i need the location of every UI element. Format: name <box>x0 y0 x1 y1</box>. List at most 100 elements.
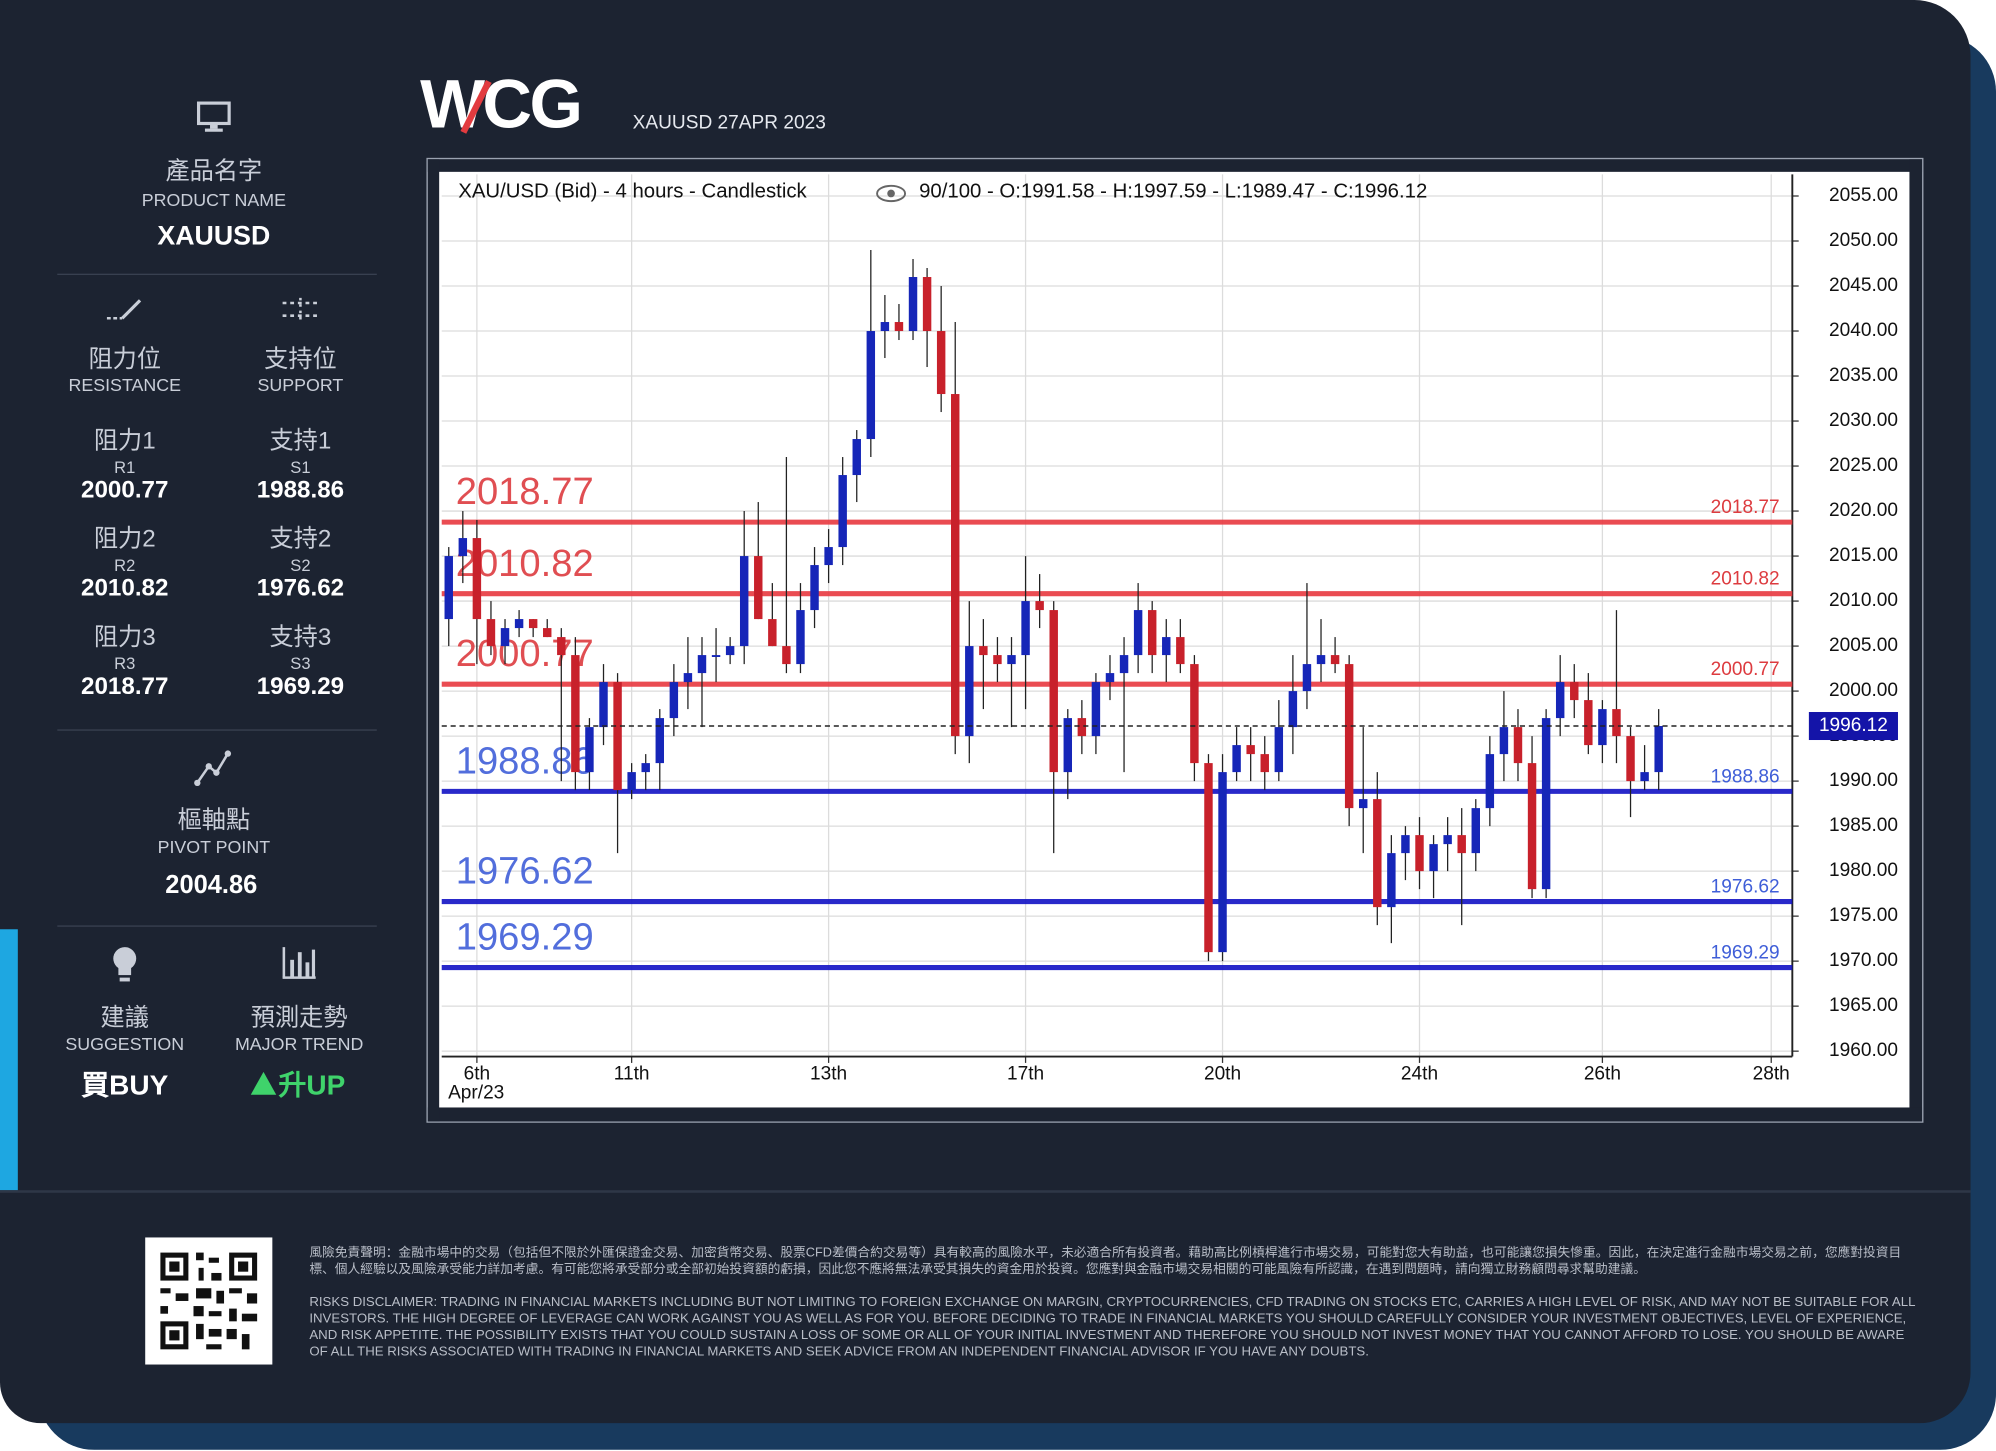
x-tick-label: 24th <box>1401 1063 1438 1084</box>
x-tick-label: 11th <box>614 1063 650 1084</box>
candle-body <box>1190 664 1199 764</box>
candle-body <box>1316 655 1326 665</box>
candle-body <box>1091 682 1101 737</box>
y-tick-label: 1975.00 <box>1829 905 1898 926</box>
candle-body <box>1415 835 1424 872</box>
up-arrow <box>250 1071 277 1095</box>
candle-body <box>683 673 693 683</box>
resistance-icon <box>106 299 142 320</box>
y-tick-label: 2050.00 <box>1829 230 1898 251</box>
logo-slash <box>460 80 492 134</box>
level-label-right: 1988.86 <box>1711 766 1780 787</box>
candle-body <box>711 655 721 657</box>
y-tick-label: 1990.00 <box>1829 770 1898 791</box>
y-tick-label: 1970.00 <box>1829 950 1898 971</box>
label-en: SUGGESTION <box>65 1033 185 1055</box>
candle-body <box>1035 601 1044 611</box>
candle-body <box>1598 709 1607 746</box>
label-zh: 產品名字 <box>165 158 263 186</box>
candle-body <box>627 772 636 791</box>
candle-body <box>965 646 974 737</box>
chart-caption: 90/100 - O:1991.58 - H:1997.59 - L:1989.… <box>919 181 1427 203</box>
candle-body <box>880 322 890 332</box>
label-zh: 支持位 <box>264 346 337 374</box>
bulb-icon <box>113 947 137 982</box>
candle-body <box>599 682 608 728</box>
candle-body <box>739 556 749 647</box>
candle-body <box>514 619 524 629</box>
candle-body <box>908 277 918 332</box>
suggestion-value: 買BUY <box>81 1069 169 1102</box>
y-tick-label: 2035.00 <box>1829 365 1898 386</box>
candle-body <box>1218 772 1227 953</box>
candle-body <box>472 538 482 620</box>
level-code: S2 <box>290 555 311 575</box>
candle-body <box>866 331 876 440</box>
candle-body <box>1162 637 1171 656</box>
candle-body <box>852 439 861 476</box>
divider <box>57 925 377 927</box>
level-label-right: 1976.62 <box>1711 877 1780 898</box>
candle-body <box>444 556 453 620</box>
level-code: S1 <box>290 457 311 477</box>
candle-body <box>500 628 510 647</box>
y-tick-label: 2020.00 <box>1829 500 1898 521</box>
candle-body <box>1021 601 1030 656</box>
candle-body <box>1007 655 1016 665</box>
candle-body <box>1246 745 1255 755</box>
y-tick-label: 2015.00 <box>1829 545 1898 566</box>
x-tick-label: 13th <box>810 1063 847 1084</box>
label-zh: 阻力位 <box>88 346 162 374</box>
candle-body <box>571 655 580 773</box>
candle-body <box>1344 664 1354 809</box>
y-tick-label: 2030.00 <box>1829 410 1898 431</box>
footer-divider <box>0 1190 1971 1193</box>
candle-body <box>1457 835 1466 854</box>
candle-body <box>1302 664 1312 692</box>
logo: WCG <box>420 66 583 143</box>
level-label-left: 1969.29 <box>456 916 594 959</box>
label-en: RESISTANCE <box>68 374 182 395</box>
y-tick-label: 1980.00 <box>1829 860 1898 881</box>
level-zh: 阻力3 <box>93 624 156 652</box>
candle-body <box>1260 754 1269 773</box>
y-tick-label: 2045.00 <box>1829 275 1898 296</box>
candle-body <box>1513 727 1523 764</box>
divider <box>57 273 377 275</box>
candle-body <box>1640 772 1649 782</box>
x-tick-label: 28th <box>1753 1063 1790 1084</box>
level-value: 2018.77 <box>81 673 169 701</box>
candle-body <box>641 763 650 773</box>
candle-body <box>754 556 763 620</box>
level-zh: 支持3 <box>269 624 332 652</box>
candle-body <box>1612 709 1621 737</box>
y-tick-label: 2010.00 <box>1829 590 1898 611</box>
level-code: R2 <box>114 555 136 575</box>
candle-body <box>557 637 566 656</box>
candle-body <box>1429 844 1438 872</box>
candle-body <box>1373 799 1382 908</box>
candle-body <box>1049 610 1058 773</box>
level-zh: 支持2 <box>269 526 332 554</box>
level-label-left: 1976.62 <box>456 850 594 893</box>
candle-body <box>1330 655 1340 665</box>
candle-body <box>1232 745 1241 773</box>
candle-body <box>669 682 679 719</box>
chart-title: XAU/USD (Bid) - 4 hours - Candlestick <box>458 181 807 203</box>
trend-value: 升UP <box>278 1069 346 1102</box>
y-tick-label: 2000.00 <box>1829 680 1898 701</box>
candle-body <box>725 646 735 656</box>
bars-icon <box>282 947 316 979</box>
candle-body <box>810 565 819 611</box>
frame-bottom <box>427 1107 1923 1122</box>
candle-body <box>1541 718 1551 890</box>
level-zh: 阻力2 <box>93 526 156 554</box>
level-code: S3 <box>290 653 311 673</box>
candle-body <box>1077 718 1087 737</box>
y-tick-label: 2040.00 <box>1829 320 1898 341</box>
candle-body <box>1401 835 1410 854</box>
level-value: 2010.82 <box>81 575 169 603</box>
x-tick-label: 26th <box>1584 1063 1621 1084</box>
level-code: R1 <box>114 457 136 477</box>
